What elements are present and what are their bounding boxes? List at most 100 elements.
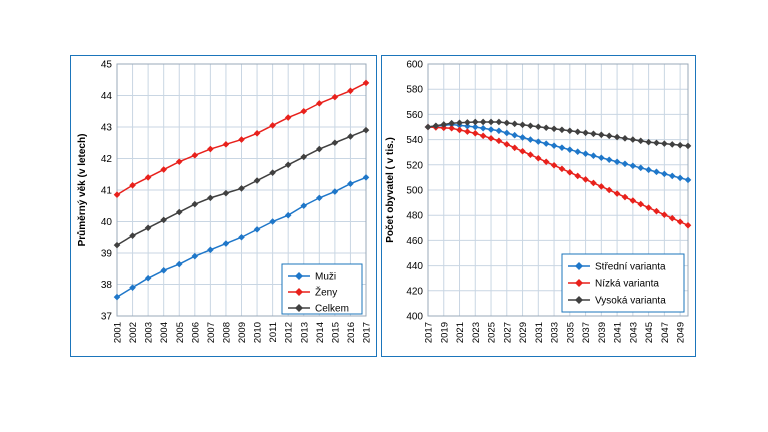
data-point <box>519 121 526 129</box>
data-point <box>191 252 199 260</box>
data-point <box>566 146 574 153</box>
y-tick-label: 400 <box>406 312 423 323</box>
x-tick-label: 2011 <box>268 322 279 342</box>
x-tick-label: 2025 <box>487 322 498 343</box>
data-point <box>582 176 589 183</box>
x-tick-label: 2039 <box>597 322 608 343</box>
data-point <box>613 133 621 141</box>
data-point <box>238 136 245 143</box>
data-point <box>300 153 308 161</box>
data-point <box>471 118 479 126</box>
data-point <box>300 202 308 210</box>
legend-marker <box>295 288 303 296</box>
plot-area <box>427 63 689 317</box>
data-point <box>160 267 167 274</box>
x-tick-label: 2049 <box>676 322 687 343</box>
legend-entry: Muži <box>288 272 336 283</box>
data-point <box>144 174 152 181</box>
population-chart: 400 420 440 460 480 500 520 540 560 580 600 2017 201… <box>385 60 692 343</box>
legend-label: Muži <box>315 272 336 283</box>
data-point <box>566 169 574 176</box>
data-point <box>191 200 199 208</box>
data-point <box>464 119 471 126</box>
series-vysoka-varianta <box>424 118 692 150</box>
data-point <box>574 172 581 180</box>
data-point <box>487 126 495 133</box>
data-point <box>495 137 503 145</box>
data-point <box>471 130 479 137</box>
data-point <box>207 145 214 153</box>
y-tick-label: 43 <box>101 123 113 134</box>
data-point <box>479 132 487 140</box>
data-point <box>684 176 692 184</box>
y-tick-label: 38 <box>101 280 113 291</box>
data-point <box>558 144 566 151</box>
y-tick-label: 42 <box>101 154 113 165</box>
data-point <box>582 150 589 158</box>
legend-entry: Nízká varianta <box>568 279 659 290</box>
x-tick-label: 2008 <box>221 322 232 343</box>
y-tick-label: 520 <box>406 160 423 171</box>
data-point <box>511 120 518 128</box>
data-point <box>347 87 354 95</box>
plot-area <box>116 63 367 317</box>
y-axis-label: Počet obyvatel ( v tis.) <box>385 137 396 243</box>
data-point <box>645 166 652 174</box>
data-point <box>238 185 245 192</box>
series-line <box>427 126 689 226</box>
y-tick-label: 440 <box>406 261 423 272</box>
data-point <box>676 174 684 182</box>
y-tick-label: 500 <box>406 186 423 197</box>
data-point <box>582 129 589 137</box>
data-point <box>495 118 503 126</box>
legend-box <box>281 263 363 315</box>
x-tick-label: 2019 <box>439 322 450 343</box>
x-tick-label: 2007 <box>206 322 217 343</box>
data-point <box>432 122 440 130</box>
x-tick-label: 2001 <box>113 322 124 343</box>
x-tick-label: 2047 <box>660 322 671 343</box>
data-point <box>535 123 542 131</box>
x-tick-label: 2027 <box>502 322 513 343</box>
data-point <box>424 123 432 131</box>
data-point <box>160 166 167 173</box>
chart-panel-age: 37 38 39 40 41 42 43 44 45 2001 2002 2003 2004 2005 20… <box>70 55 377 357</box>
legend: Muži Ženy Celkem <box>281 263 363 315</box>
x-tick-label: 2003 <box>144 322 155 343</box>
data-point <box>347 133 354 140</box>
data-point <box>222 240 230 247</box>
data-point <box>362 174 370 181</box>
data-point <box>362 126 370 134</box>
legend-label: Nízká varianta <box>595 279 659 290</box>
x-tick-label: 2015 <box>330 322 341 343</box>
data-point <box>629 162 637 170</box>
x-tick-label: 2005 <box>175 322 186 343</box>
data-point <box>574 128 581 136</box>
data-point <box>558 165 566 173</box>
y-tick-label: 420 <box>406 286 423 297</box>
x-tick-label: 2014 <box>315 322 326 343</box>
x-tick-label: 2002 <box>128 322 139 343</box>
data-point <box>661 140 668 147</box>
data-point <box>676 141 684 149</box>
legend-label: Vysoká varianta <box>595 296 666 307</box>
data-point <box>661 170 668 178</box>
age-chart: 37 38 39 40 41 42 43 44 45 2001 2002 2003 2004 2005 20… <box>76 60 373 344</box>
data-point <box>527 151 534 159</box>
data-point <box>316 145 323 153</box>
data-point <box>191 152 199 159</box>
y-tick-label: 560 <box>406 110 423 121</box>
legend-entry: Vysoká varianta <box>568 296 666 307</box>
data-point <box>661 211 668 218</box>
x-tick-label: 2033 <box>550 322 561 343</box>
data-point <box>645 138 652 146</box>
data-point <box>207 194 214 202</box>
data-point <box>284 114 292 121</box>
data-point <box>207 246 214 254</box>
x-tick-label: 2035 <box>565 322 576 343</box>
data-point <box>542 124 550 132</box>
data-point <box>558 126 566 134</box>
data-point <box>637 137 645 145</box>
data-point <box>621 160 629 168</box>
data-point <box>129 181 136 189</box>
